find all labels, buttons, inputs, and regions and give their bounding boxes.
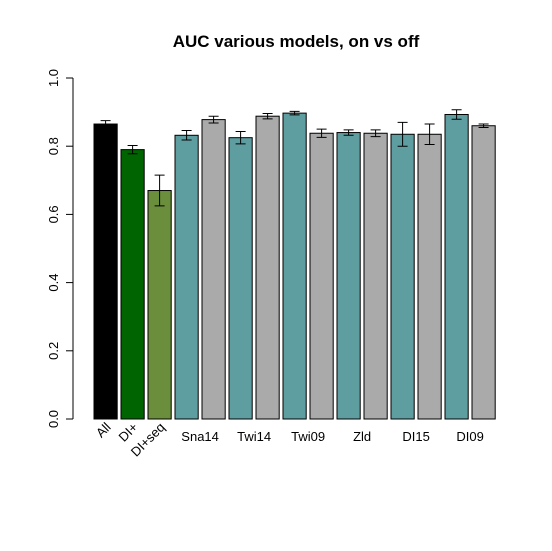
x-axis-labels: All DI+DI+seq Sna14 Twi14 Twi09 Zld DI15 DI09 <box>93 419 484 459</box>
bar <box>363 132 388 420</box>
bar <box>93 123 118 420</box>
error-bar <box>451 109 462 120</box>
bar <box>201 119 226 420</box>
y-tick-label: 1.0 <box>46 69 61 87</box>
bar <box>174 134 199 420</box>
bar <box>336 132 361 420</box>
bar <box>390 133 415 420</box>
bar <box>309 132 334 420</box>
y-axis: 0.0 0.2 0.4 0.6 0.8 1.0 <box>46 69 73 428</box>
bar <box>417 133 442 420</box>
y-tick-label: 0.8 <box>46 137 61 155</box>
x-group-label: DI15 <box>402 429 429 444</box>
error-bar <box>343 129 354 136</box>
error-bar <box>370 129 381 138</box>
error-bar <box>127 145 138 155</box>
x-group-label: DI09 <box>456 429 483 444</box>
bar <box>444 113 469 420</box>
error-bar <box>181 130 192 141</box>
bar <box>147 190 172 420</box>
error-bar <box>289 110 300 116</box>
error-bars-group <box>100 109 489 207</box>
chart-title: AUC various models, on vs off <box>173 32 420 51</box>
error-bar <box>262 112 273 120</box>
bars-group <box>93 112 496 420</box>
x-group-label: Zld <box>353 429 371 444</box>
bar <box>282 112 307 420</box>
error-bar <box>316 128 327 138</box>
x-group-label: Twi09 <box>291 429 325 444</box>
y-tick-label: 0.2 <box>46 342 61 360</box>
error-bar <box>208 115 219 124</box>
y-tick-label: 0.0 <box>46 410 61 428</box>
x-group-label: Twi14 <box>237 429 271 444</box>
error-bar <box>478 123 489 128</box>
x-tick-label: All <box>93 419 114 440</box>
bar <box>471 125 496 420</box>
bar <box>120 149 145 420</box>
error-bar <box>235 131 246 145</box>
x-group-label: Sna14 <box>181 429 219 444</box>
error-bar <box>397 121 408 147</box>
y-tick-label: 0.4 <box>46 274 61 292</box>
error-bar <box>100 120 111 128</box>
y-tick-label: 0.6 <box>46 205 61 223</box>
error-bar <box>154 174 165 207</box>
bar <box>255 115 280 420</box>
error-bar <box>424 123 435 145</box>
bar <box>228 137 253 420</box>
